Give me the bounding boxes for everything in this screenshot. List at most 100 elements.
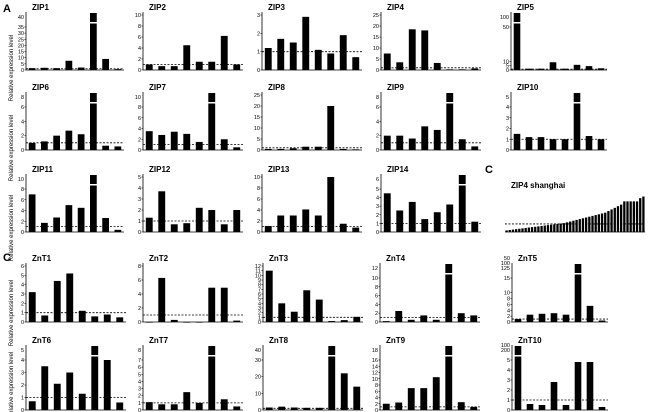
y-tick-label: 2	[21, 383, 24, 389]
y-tick-label: 35	[18, 25, 24, 31]
ylabel-row-4: Relative expression level	[9, 280, 15, 346]
y-tick-label-break: 40	[255, 348, 261, 354]
panel-label-c-znt: C	[3, 252, 11, 264]
figure-annotations: A C C Relative expression level Relative…	[3, 3, 493, 412]
y-tick-label-break: 10	[18, 177, 24, 183]
bar	[553, 224, 556, 232]
bar	[220, 287, 228, 322]
y-tick-label: 0	[257, 230, 260, 236]
y-tick-label: 10	[135, 13, 141, 19]
chart-title: ZnT5	[518, 254, 538, 263]
bar-break-gap	[89, 22, 98, 24]
bar	[53, 135, 60, 150]
y-tick-label: 4	[21, 209, 24, 215]
y-tick-label: 10	[255, 391, 261, 397]
bar	[581, 218, 585, 232]
y-tick-label: 6	[21, 105, 24, 111]
bar	[556, 223, 559, 232]
y-tick-label: 4	[506, 105, 509, 111]
bar	[314, 215, 322, 232]
y-tick-label: 2	[138, 306, 141, 312]
bar	[639, 198, 642, 232]
y-tick-label: 6	[21, 264, 24, 270]
bar	[559, 223, 562, 232]
y-tick-label: 0	[376, 68, 379, 74]
panel-label-c-zip4-shanghai: C	[485, 164, 493, 176]
bar	[458, 139, 466, 150]
bar	[445, 346, 453, 410]
bar	[116, 317, 124, 322]
y-tick-label: 6	[138, 116, 141, 122]
bar	[170, 404, 178, 410]
bar	[562, 405, 570, 410]
bar	[626, 201, 629, 232]
y-tick-label: 1	[257, 50, 260, 56]
chart-title: ZIP1	[32, 3, 49, 12]
y-tick-label: 5	[258, 297, 261, 303]
bar	[28, 292, 36, 322]
y-tick-label: 5	[376, 187, 379, 193]
bar	[233, 320, 241, 322]
y-tick-label: 0	[506, 148, 509, 154]
bar	[526, 314, 534, 322]
y-tick-label: 4	[376, 196, 379, 202]
bar	[408, 29, 416, 70]
bar	[315, 407, 323, 410]
bar	[598, 320, 606, 322]
bar	[420, 315, 428, 322]
y-tick-label: 8	[138, 105, 141, 111]
bar	[170, 66, 178, 70]
chart-zip11: ZIP11 0 2 4 6 8 10	[18, 165, 124, 236]
y-tick-label-break: 10	[135, 95, 141, 101]
chart-title: ZIP10	[517, 83, 539, 92]
bar	[208, 93, 216, 150]
y-tick-label-break: 50	[504, 256, 510, 262]
bar	[572, 220, 575, 232]
bar	[352, 227, 360, 232]
chart-znt6: ZnT6 0 1 2 3 4 5	[21, 336, 126, 412]
y-tick-label: 0	[376, 230, 379, 236]
y-tick-label: 12	[372, 371, 378, 377]
chart-title: ZnT2	[149, 254, 169, 263]
y-tick-label: 2	[507, 388, 510, 394]
y-tick-label: 0	[257, 148, 260, 154]
bar	[538, 313, 546, 322]
y-tick-label: 15	[254, 115, 260, 121]
chart-znt2: ZnT2 0 2 4 6 8	[138, 254, 243, 326]
bar	[158, 134, 166, 150]
bar	[382, 403, 390, 410]
bar	[353, 316, 361, 322]
bar	[290, 407, 298, 410]
bar	[170, 319, 178, 322]
y-tick-label-break: 125	[501, 266, 510, 272]
bar	[339, 223, 347, 232]
bar	[574, 362, 582, 410]
bar	[585, 66, 593, 70]
bar	[421, 219, 429, 232]
y-tick-label: 6	[138, 278, 141, 284]
y-tick-label: 6	[375, 389, 378, 395]
y-tick-label: 5	[21, 273, 24, 279]
bar	[407, 319, 415, 322]
bar	[613, 207, 616, 232]
bar	[102, 145, 109, 150]
y-tick-label: 3	[21, 371, 24, 377]
bar	[114, 69, 122, 70]
y-tick-label: 2	[257, 219, 260, 225]
bar	[534, 226, 537, 232]
bar	[524, 227, 527, 232]
bar	[446, 204, 454, 232]
bar	[103, 314, 111, 322]
y-tick-label: 10	[255, 273, 261, 279]
y-tick-label: 1	[21, 311, 24, 317]
bar	[616, 206, 620, 232]
bar-break-gap	[90, 355, 99, 357]
bar	[540, 225, 543, 232]
bar	[632, 201, 636, 232]
bar	[610, 209, 613, 232]
bar	[432, 319, 440, 322]
bar	[513, 133, 521, 150]
bar	[446, 69, 454, 70]
bar	[327, 53, 335, 70]
